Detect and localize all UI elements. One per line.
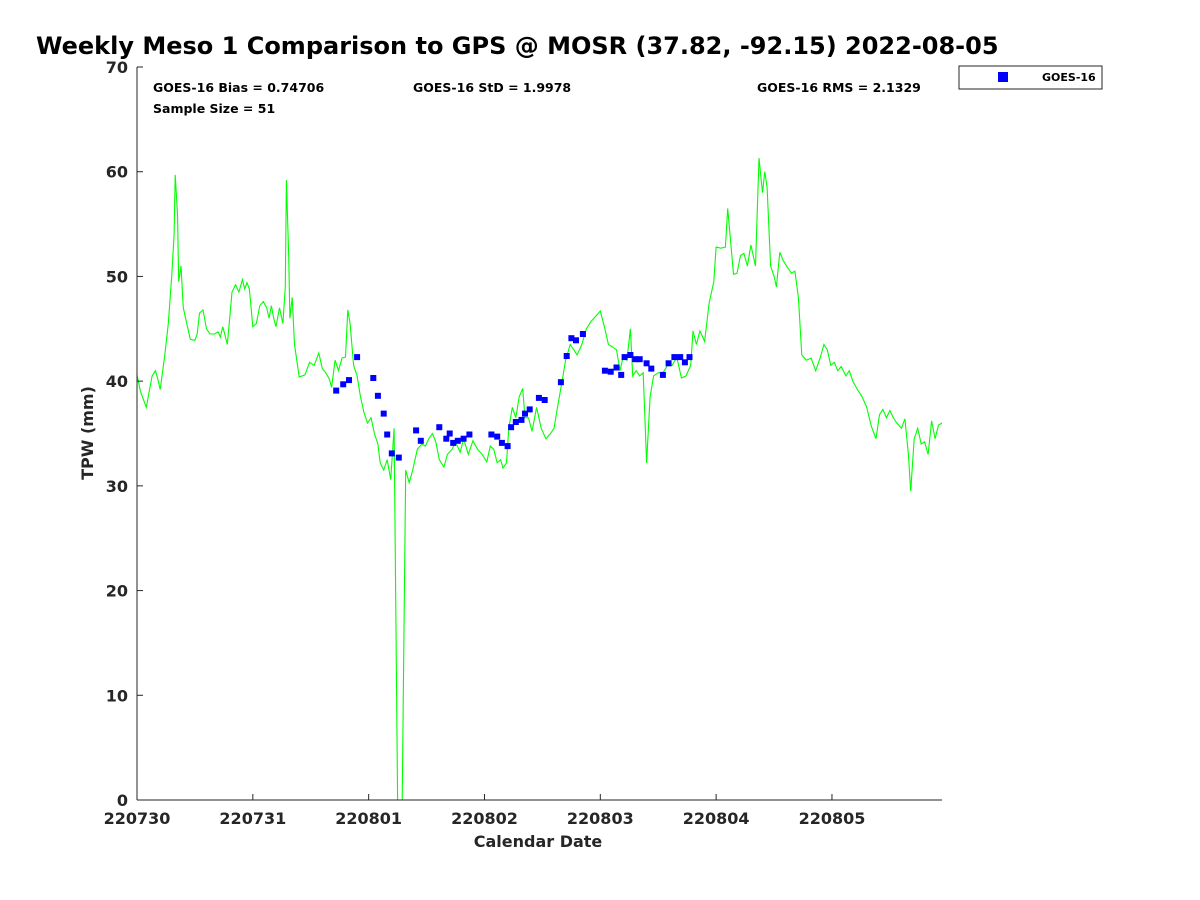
y-tick-label: 40 (106, 372, 128, 391)
goes16-point (354, 354, 361, 361)
y-tick-label: 30 (106, 477, 128, 496)
goes16-point (573, 337, 579, 344)
y-tick-label: 0 (117, 791, 128, 810)
goes16-point (508, 424, 515, 431)
gps-tpw-line (137, 158, 942, 800)
x-tick-label: 220804 (683, 809, 750, 828)
goes16-point (466, 431, 473, 438)
y-tick-label: 10 (106, 686, 128, 705)
goes16-point (450, 439, 457, 446)
goes16-point (374, 392, 381, 399)
goes16-point (621, 354, 628, 361)
goes16-point (446, 430, 453, 437)
goes16-point (557, 379, 564, 386)
goes16-point (671, 354, 678, 361)
goes16-point (526, 406, 533, 413)
goes16-point (535, 394, 542, 401)
goes16-point (568, 335, 575, 342)
goes16-point (333, 387, 340, 394)
goes16-point (677, 354, 684, 361)
x-tick-label: 220730 (104, 809, 171, 828)
y-tick-label: 20 (106, 582, 128, 601)
x-tick-label: 220801 (335, 809, 402, 828)
bias-stat: GOES-16 Bias = 0.74706 (153, 80, 324, 95)
goes16-point (659, 371, 666, 378)
goes16-point (494, 433, 501, 440)
goes16-point (607, 368, 614, 375)
goes16-point (681, 359, 688, 366)
goes16-point (636, 356, 643, 363)
x-axis-label: Calendar Date (474, 832, 603, 851)
goes16-point (460, 435, 467, 442)
y-tick-label: 60 (106, 163, 128, 182)
goes16-point (417, 437, 424, 444)
goes16-point (613, 364, 620, 371)
sample-size-stat: Sample Size = 51 (153, 101, 275, 116)
legend-label-goes16: GOES-16 (1042, 71, 1096, 84)
legend-marker-goes16 (998, 72, 1008, 82)
y-tick-label: 70 (106, 58, 128, 77)
x-tick-label: 220802 (451, 809, 518, 828)
goes16-point (618, 371, 625, 378)
x-tick-label: 220803 (567, 809, 634, 828)
goes16-point (512, 419, 519, 425)
goes16-point (488, 431, 495, 438)
rms-stat: GOES-16 RMS = 2.1329 (757, 80, 921, 95)
goes16-point (563, 353, 570, 359)
goes16-point (346, 377, 352, 384)
goes16-point (454, 437, 461, 444)
y-axis-label: TPW (mm) (78, 386, 97, 480)
goes16-point (522, 410, 528, 417)
std-stat: GOES-16 StD = 1.9978 (413, 80, 571, 95)
chart-title: Weekly Meso 1 Comparison to GPS @ MOSR (… (36, 32, 999, 60)
goes16-point (384, 431, 391, 438)
goes16-point (370, 375, 377, 381)
y-tick-label: 50 (106, 267, 128, 286)
goes16-point (541, 397, 548, 403)
goes16-point (504, 443, 511, 450)
x-tick-label: 220805 (799, 809, 866, 828)
goes16-point (627, 352, 634, 358)
x-axis-ticks: 220730 220731 220801 220802 220803 220804 2208… (104, 794, 866, 828)
y-axis-ticks: 0 10 20 30 40 50 60 70 (106, 58, 143, 810)
gps-tpw-line-layer (137, 158, 942, 800)
goes16-point (388, 450, 395, 457)
goes16-point (340, 381, 347, 388)
goes16-point (601, 367, 608, 374)
goes16-point (579, 331, 586, 337)
x-tick-label: 220731 (219, 809, 286, 828)
goes16-point (413, 427, 420, 434)
goes16-point (498, 439, 505, 446)
goes16-point (380, 410, 387, 417)
goes16-point (443, 435, 450, 442)
goes16-point (518, 416, 525, 423)
legend-box (958, 65, 1103, 90)
goes16-point (632, 356, 639, 363)
goes16-point (436, 424, 443, 431)
goes16-point (648, 365, 655, 372)
goes16-point (643, 360, 650, 367)
goes16-point (665, 360, 672, 367)
goes16-point (686, 354, 693, 361)
goes16-point (395, 454, 402, 461)
legend: GOES-16 (958, 65, 1103, 90)
goes16-marker-layer (333, 331, 693, 461)
